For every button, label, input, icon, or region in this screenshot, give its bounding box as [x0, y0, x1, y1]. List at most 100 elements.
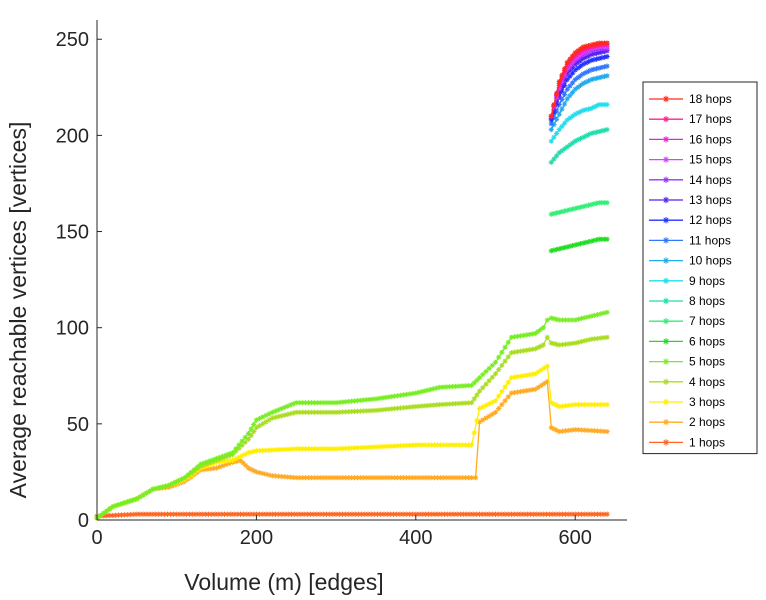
data-point	[564, 86, 570, 92]
x-tick-label: 400	[399, 527, 432, 549]
data-point	[269, 447, 275, 453]
series-10-hops	[548, 73, 610, 133]
data-point	[348, 445, 355, 451]
data-point	[235, 458, 241, 464]
series-markers	[548, 40, 610, 119]
data-point	[172, 479, 178, 485]
data-point	[598, 511, 604, 517]
data-point	[575, 241, 581, 247]
data-point	[588, 105, 594, 112]
data-point	[106, 512, 112, 519]
data-point	[526, 387, 532, 393]
data-point	[345, 398, 351, 405]
data-point	[601, 54, 608, 60]
data-point	[149, 511, 155, 517]
data-point	[339, 399, 345, 405]
data-point	[450, 475, 456, 481]
data-point	[367, 408, 373, 414]
data-point	[284, 474, 290, 480]
legend-marker	[662, 277, 670, 284]
data-point	[276, 511, 282, 517]
legend-entry: 15 hops	[649, 153, 732, 167]
data-point	[131, 497, 137, 503]
data-point	[556, 90, 562, 96]
data-point	[556, 246, 562, 252]
data-point	[287, 446, 293, 452]
data-point	[520, 348, 526, 354]
data-point	[290, 446, 296, 452]
data-point	[318, 409, 324, 415]
data-point	[370, 407, 376, 414]
data-point	[299, 475, 305, 481]
data-point	[247, 511, 253, 517]
data-point	[553, 427, 560, 433]
series-9-hops	[548, 102, 610, 144]
data-point	[431, 442, 437, 448]
data-point	[535, 328, 541, 335]
data-point	[205, 511, 212, 517]
data-point	[269, 409, 275, 415]
data-point	[410, 404, 416, 410]
data-point	[358, 408, 364, 414]
y-tick-label: 50	[67, 414, 89, 436]
data-point	[564, 71, 570, 77]
data-point	[572, 427, 578, 433]
data-point	[263, 471, 269, 477]
data-point	[596, 102, 602, 108]
data-point	[324, 446, 330, 452]
data-point	[425, 475, 431, 481]
data-point	[569, 511, 575, 517]
data-point	[515, 511, 521, 517]
data-point	[370, 444, 376, 450]
data-point	[588, 77, 594, 83]
data-point	[486, 401, 492, 407]
data-point	[532, 330, 538, 337]
data-point	[523, 372, 529, 378]
data-point	[604, 428, 610, 435]
legend-entry: 10 hops	[649, 254, 732, 268]
data-point	[269, 511, 275, 517]
data-point	[137, 494, 143, 500]
data-point	[159, 484, 165, 490]
data-point	[582, 338, 588, 344]
data-point	[400, 511, 406, 517]
data-point	[561, 146, 568, 152]
data-point	[404, 404, 410, 411]
data-point	[284, 411, 290, 418]
data-point	[582, 427, 588, 433]
data-point	[162, 483, 169, 489]
data-point	[465, 442, 472, 448]
data-point	[128, 498, 134, 504]
data-point	[226, 451, 232, 457]
data-point	[604, 402, 610, 408]
data-point	[266, 417, 272, 423]
data-point	[471, 430, 477, 436]
data-point	[559, 72, 565, 78]
data-point	[556, 342, 562, 348]
data-point	[572, 242, 578, 248]
data-point	[598, 335, 604, 341]
data-point	[321, 446, 327, 452]
data-point	[407, 442, 413, 448]
data-point	[237, 511, 244, 517]
data-point	[599, 74, 605, 80]
data-point	[345, 475, 351, 481]
data-point	[456, 400, 462, 407]
data-point	[564, 244, 570, 250]
data-point	[425, 402, 431, 409]
data-point	[575, 65, 581, 71]
data-point	[260, 470, 266, 477]
legend-label: 18 hops	[689, 92, 732, 106]
data-point	[604, 334, 610, 340]
data-point	[253, 417, 259, 423]
data-point	[305, 400, 312, 406]
data-point	[601, 102, 608, 108]
data-point	[304, 511, 311, 517]
data-point	[444, 442, 450, 448]
data-point	[538, 327, 544, 333]
data-point	[580, 55, 586, 62]
data-point	[428, 386, 434, 393]
data-point	[588, 42, 594, 48]
data-point	[302, 475, 309, 481]
data-point	[556, 94, 562, 100]
